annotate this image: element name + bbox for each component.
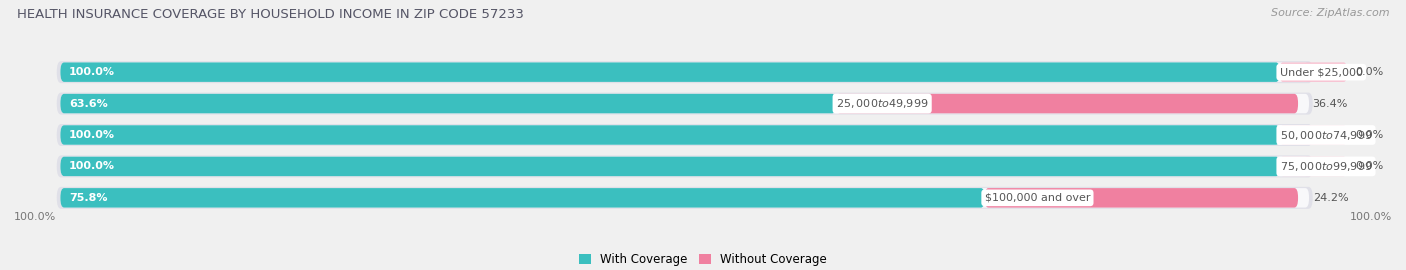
Text: 0.0%: 0.0%	[1355, 161, 1384, 171]
FancyBboxPatch shape	[837, 94, 1298, 113]
Text: HEALTH INSURANCE COVERAGE BY HOUSEHOLD INCOME IN ZIP CODE 57233: HEALTH INSURANCE COVERAGE BY HOUSEHOLD I…	[17, 8, 524, 21]
Text: 0.0%: 0.0%	[1355, 67, 1384, 77]
FancyBboxPatch shape	[56, 93, 1313, 114]
Text: $100,000 and over: $100,000 and over	[984, 193, 1090, 203]
FancyBboxPatch shape	[1279, 125, 1347, 145]
Legend: With Coverage, Without Coverage: With Coverage, Without Coverage	[574, 248, 832, 270]
FancyBboxPatch shape	[60, 157, 1309, 176]
FancyBboxPatch shape	[60, 94, 1309, 113]
FancyBboxPatch shape	[56, 124, 1313, 146]
FancyBboxPatch shape	[56, 156, 1313, 177]
Text: 100.0%: 100.0%	[69, 130, 115, 140]
FancyBboxPatch shape	[60, 94, 837, 113]
FancyBboxPatch shape	[60, 62, 1279, 82]
Text: $75,000 to $99,999: $75,000 to $99,999	[1279, 160, 1372, 173]
FancyBboxPatch shape	[984, 188, 1298, 208]
FancyBboxPatch shape	[56, 187, 1313, 209]
Text: $25,000 to $49,999: $25,000 to $49,999	[837, 97, 928, 110]
Text: 100.0%: 100.0%	[1350, 212, 1392, 222]
FancyBboxPatch shape	[1279, 62, 1347, 82]
FancyBboxPatch shape	[60, 188, 1309, 208]
FancyBboxPatch shape	[60, 125, 1309, 145]
Text: 100.0%: 100.0%	[69, 161, 115, 171]
FancyBboxPatch shape	[60, 125, 1279, 145]
Text: 36.4%: 36.4%	[1313, 99, 1348, 109]
FancyBboxPatch shape	[60, 62, 1309, 82]
FancyBboxPatch shape	[56, 61, 1313, 83]
FancyBboxPatch shape	[60, 188, 984, 208]
Text: 0.0%: 0.0%	[1355, 130, 1384, 140]
Text: Under $25,000: Under $25,000	[1279, 67, 1362, 77]
Text: $50,000 to $74,999: $50,000 to $74,999	[1279, 129, 1372, 141]
Text: 63.6%: 63.6%	[69, 99, 108, 109]
Text: 75.8%: 75.8%	[69, 193, 107, 203]
Text: 100.0%: 100.0%	[69, 67, 115, 77]
FancyBboxPatch shape	[60, 157, 1279, 176]
Text: 24.2%: 24.2%	[1313, 193, 1348, 203]
FancyBboxPatch shape	[1279, 157, 1347, 176]
Text: 100.0%: 100.0%	[14, 212, 56, 222]
Text: Source: ZipAtlas.com: Source: ZipAtlas.com	[1271, 8, 1389, 18]
